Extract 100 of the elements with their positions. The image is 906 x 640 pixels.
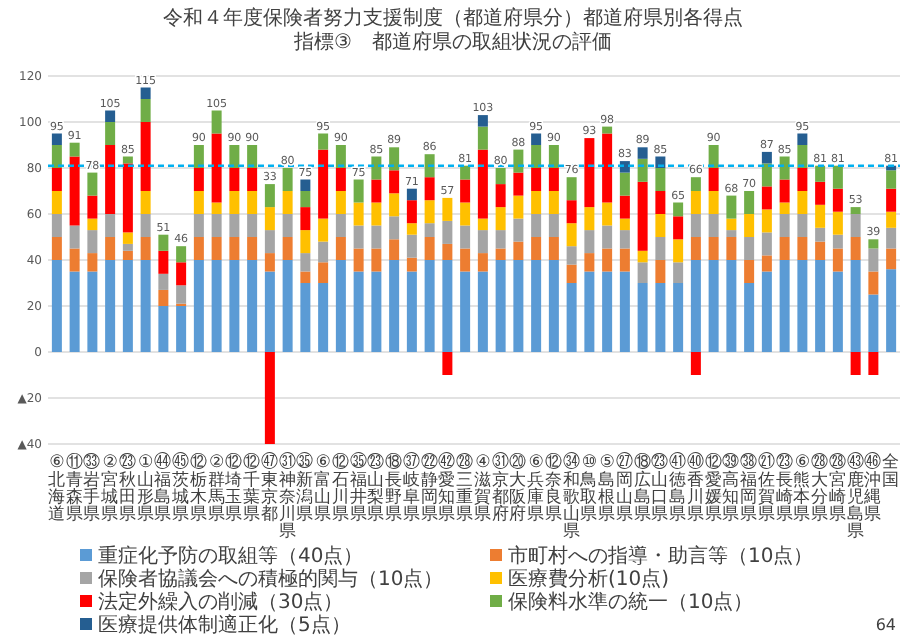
bar [335,145,346,168]
bar [832,271,843,352]
x-tick-label: ⑫石川県 [331,451,350,526]
bar [87,253,98,272]
bar [371,271,382,352]
x-tick-label: ⑥兵庫県 [527,453,546,526]
bar [442,243,453,260]
bar [264,271,275,352]
bar [406,223,417,235]
bar [442,220,453,244]
bar [797,191,808,214]
x-tick-label: ㉗岡山県 [615,453,634,526]
bar [442,260,453,352]
x-tick-label: ㊶徳島県 [669,453,688,526]
bar [282,260,293,352]
bar [868,239,879,249]
bar [264,207,275,231]
bar [247,260,258,352]
legend-label: 保険料水準の統一（10点） [508,590,754,614]
bar [815,227,826,242]
bar [176,306,187,352]
bar [690,237,701,260]
bar [548,145,559,168]
bar [513,149,524,173]
bar [229,237,240,260]
bar [726,195,737,219]
bar [229,145,240,168]
bar [158,250,169,274]
bar [708,145,719,168]
bar [122,260,133,352]
bar [761,232,772,256]
bar [477,230,488,254]
bar [531,133,542,145]
bar [122,250,133,260]
bar [815,181,826,205]
bar [406,188,417,201]
bar [371,225,382,249]
x-tick-label: ㊹福島県 [154,453,173,526]
x-tick-label: ㊼東京都 [260,453,279,526]
bar [886,170,897,189]
bar [282,214,293,237]
x-tick-label: ⑥富山県 [314,453,333,526]
legend-label: 重症化予防の取組等（40点） [98,544,364,568]
bar [850,352,861,375]
x-tick-label: ㉓秋田県 [118,451,137,526]
bar [797,168,808,191]
bar [389,239,400,260]
bar [744,191,755,214]
x-tick-label: ⑥北海道 [47,453,66,526]
bar [832,248,843,272]
bar [282,168,293,191]
bar [300,230,311,254]
x-tick-label: ㉝岩手県 [83,451,102,526]
bar [69,225,80,249]
bar [318,133,329,150]
x-tick-label: ①山形県 [136,453,155,526]
bar [761,186,772,210]
bar [300,253,311,272]
bar [51,145,62,168]
bar [619,161,630,173]
bar [477,253,488,272]
bar [832,188,843,212]
bar [122,243,133,251]
bar [708,191,719,214]
bar [637,147,648,159]
bar [122,163,133,233]
bar [531,237,542,260]
bar [424,237,435,260]
bar [815,241,826,260]
bar [460,271,471,352]
x-tick-label: ㉑佐賀県 [757,453,776,526]
bar [442,197,453,221]
bar [477,126,488,150]
bar [548,168,559,191]
bar [673,239,684,263]
bar [193,168,204,191]
bar [744,260,755,283]
bar [229,260,240,352]
bar [566,223,577,247]
bar [673,262,684,283]
bar [51,191,62,214]
bar [779,260,790,352]
bar [406,271,417,352]
bar [406,234,417,258]
bar [779,237,790,260]
bar [442,352,453,375]
bar [460,225,471,249]
bar [176,262,187,286]
bar [87,195,98,219]
bar [832,165,843,189]
bar [744,237,755,260]
bar [87,271,98,352]
bar [619,271,630,352]
bar [690,352,701,375]
bar [531,168,542,191]
bar [424,223,435,237]
bar [655,260,666,283]
x-tick-label: ⑤島根県 [598,453,617,526]
bar [264,184,275,208]
bar [531,145,542,168]
